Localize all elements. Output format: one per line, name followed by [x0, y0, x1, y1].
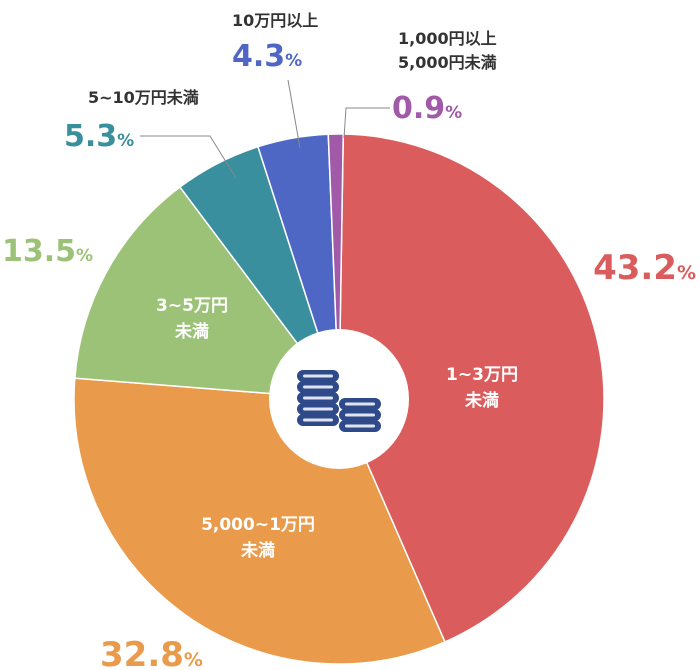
coin-highlight	[303, 374, 333, 378]
leader-line-10man-ijo	[287, 79, 301, 149]
coin-highlight	[345, 413, 375, 417]
coin-highlight	[345, 402, 375, 406]
pie-slice-1-3man-miman	[338, 133, 605, 643]
leader-lines	[140, 79, 390, 179]
center-badge	[269, 329, 409, 469]
pct-label-5-10man-miman: 5.3%	[64, 119, 134, 154]
slice-label-1000-5000en: 1,000円以上 5,000円未満	[398, 29, 497, 72]
slice-label-3-5man-miman: 3~5万円未満	[156, 296, 228, 342]
coin-highlight	[303, 407, 333, 411]
slice-label-5000-1man-miman: 5,000~1万円未満	[201, 515, 315, 561]
pct-label-1000-5000en: 0.9%	[392, 91, 462, 126]
pct-label-5000-1man-miman: 32.8%	[100, 635, 203, 670]
coin-highlight	[303, 418, 333, 422]
coin-stack-icon	[297, 370, 381, 432]
leader-line-5-10man-miman	[140, 135, 237, 179]
slice-labels: 1~3万円未満 5,000~1万円未満 3~5万円未満 43.2% 32.8% 13.5%…	[2, 11, 696, 670]
coin-highlight	[345, 424, 375, 428]
slice-label-10man-ijo: 10万円以上	[232, 11, 318, 30]
pct-label-1-3man-miman: 43.2%	[593, 248, 696, 288]
center-circle	[269, 329, 409, 469]
coin-highlight	[303, 385, 333, 389]
coin-highlight	[303, 396, 333, 400]
leader-line-1000-5000en	[343, 107, 390, 139]
pie-slice-3-5man-miman	[74, 185, 341, 400]
pct-label-10man-ijo: 4.3%	[232, 39, 302, 74]
pie-slices	[73, 133, 605, 665]
slice-label-1-3man-miman: 1~3万円未満	[446, 365, 518, 411]
pct-label-3-5man-miman: 13.5%	[2, 234, 93, 269]
slice-label-5-10man-miman: 5~10万円未満	[88, 88, 199, 107]
